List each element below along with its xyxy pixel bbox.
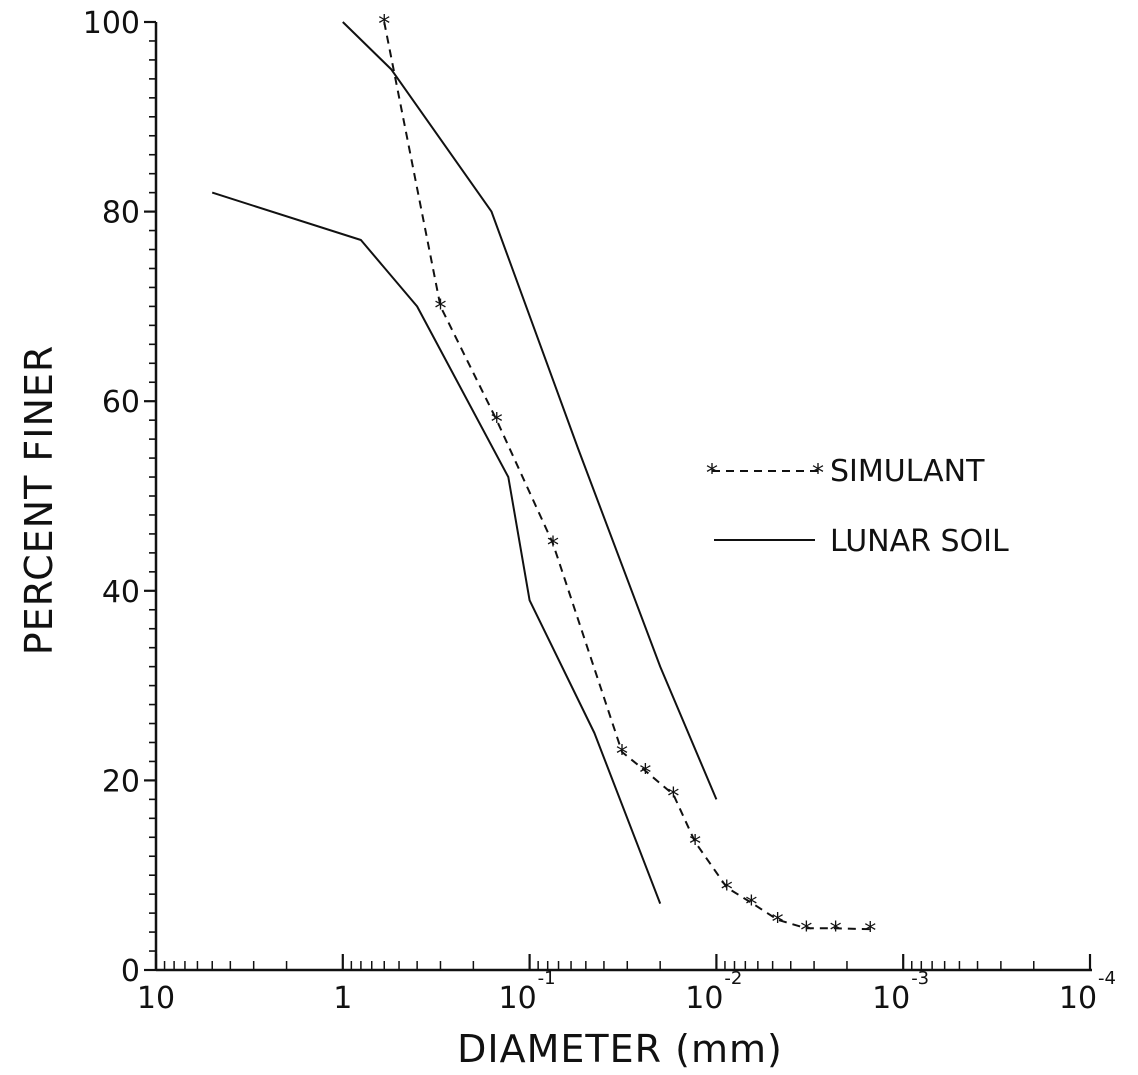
series-point-simulant: * xyxy=(864,917,876,945)
x-tick-label: 10-3 xyxy=(872,968,929,1016)
legend-marker-simulant-end: * xyxy=(812,459,824,487)
ticks xyxy=(144,20,1092,972)
x-tick-label: 10-2 xyxy=(685,968,742,1016)
series-point-simulant: * xyxy=(830,916,842,944)
x-tick-label-base: 10 xyxy=(685,981,723,1016)
series-point-simulant: * xyxy=(491,408,503,436)
series-point-simulant: * xyxy=(689,830,701,858)
x-tick-label: 1 xyxy=(333,981,352,1016)
series-line-lunar-soil xyxy=(342,21,718,800)
series-point-simulant: * xyxy=(378,10,390,38)
series-point-simulant: * xyxy=(772,908,784,936)
x-tick-label-base: 1 xyxy=(333,981,352,1016)
legend-marker-simulant: * xyxy=(706,459,718,487)
x-tick-label-exponent: -2 xyxy=(724,968,742,989)
x-tick-label-exponent: -3 xyxy=(911,968,929,989)
x-tick-label: 10 xyxy=(137,981,175,1016)
x-tick-label-base: 10 xyxy=(499,981,537,1016)
axes xyxy=(154,22,1092,972)
series-point-simulant: * xyxy=(639,759,651,787)
x-tick-label-base: 10 xyxy=(872,981,910,1016)
x-tick-label-exponent: -4 xyxy=(1098,968,1116,989)
legend-item-lunar-soil: LUNAR SOIL xyxy=(714,524,1009,559)
x-tick-label: 10-1 xyxy=(499,968,556,1016)
x-tick-label-base: 10 xyxy=(1059,981,1097,1016)
y-tick-label: 20 xyxy=(102,764,140,799)
series-point-simulant: * xyxy=(547,531,559,559)
x-tick-label: 10-4 xyxy=(1059,968,1116,1016)
series-point-simulant: * xyxy=(721,876,733,904)
x-tick-label-exponent: -1 xyxy=(538,968,556,989)
legend: * * SIMULANT LUNAR SOIL xyxy=(706,454,1009,559)
series-layer: * * * * * * * * * * * * * * xyxy=(211,10,876,945)
y-tick-label: 40 xyxy=(102,575,140,610)
series-point-simulant: * xyxy=(800,916,812,944)
x-axis-title: DIAMETER (mm) xyxy=(457,1027,783,1071)
series-line-simulant xyxy=(383,21,871,931)
series-point-simulant: * xyxy=(616,740,628,768)
y-tick-label: 100 xyxy=(83,6,140,41)
series-point-simulant: * xyxy=(434,294,446,322)
y-tick-label: 60 xyxy=(102,385,140,420)
legend-label-simulant: SIMULANT xyxy=(830,454,985,489)
x-tick-label-base: 10 xyxy=(137,981,175,1016)
series-line-curve-2 xyxy=(211,191,662,904)
y-axis-title: PERCENT FINER xyxy=(17,345,61,656)
legend-item-simulant: * * SIMULANT xyxy=(706,454,985,489)
y-tick-label: 0 xyxy=(121,954,140,989)
series-point-simulant: * xyxy=(745,891,757,919)
series-point-simulant: * xyxy=(667,783,679,811)
legend-label-lunar-soil: LUNAR SOIL xyxy=(830,524,1009,559)
y-tick-label: 80 xyxy=(102,196,140,231)
